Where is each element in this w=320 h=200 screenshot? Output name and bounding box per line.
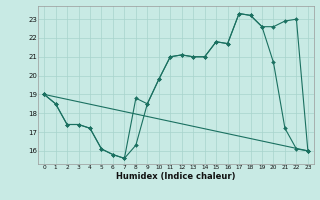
X-axis label: Humidex (Indice chaleur): Humidex (Indice chaleur) — [116, 172, 236, 181]
